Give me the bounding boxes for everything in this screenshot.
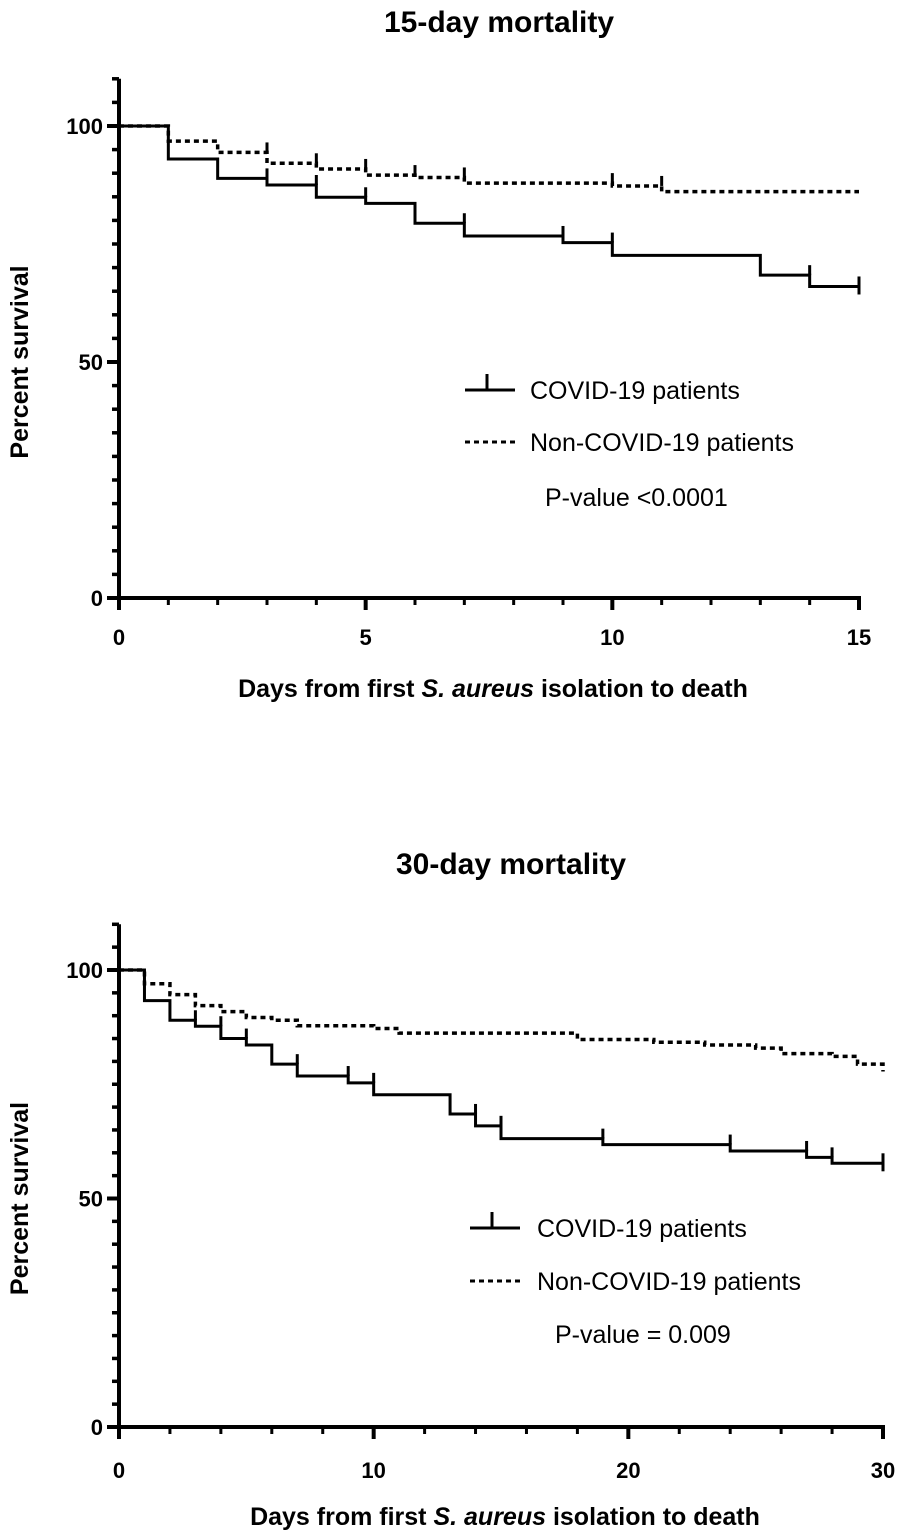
x-axis-label-part: Days from first — [238, 675, 421, 703]
x-axis-label-part: Days from first — [250, 1503, 433, 1531]
legend-label: COVID-19 patients — [537, 1215, 747, 1243]
y-tick-label: 50 — [79, 1187, 103, 1212]
x-tick-label: 15 — [847, 625, 871, 650]
y-tick-label: 0 — [91, 586, 103, 611]
legend-label: Non-COVID-19 patients — [537, 1268, 801, 1296]
x-tick-label: 10 — [361, 1458, 385, 1483]
x-axis-label: Days from first S. aureus isolation to d… — [238, 675, 748, 703]
x-axis-label-part: isolation to death — [546, 1503, 760, 1531]
legend-solid-line-icon — [470, 1212, 520, 1230]
series-line-non-covid — [119, 968, 885, 1072]
y-axis-label: Percent survival — [6, 1102, 34, 1295]
x-tick-label: 20 — [616, 1458, 640, 1483]
x-axis-label-part: isolation to death — [534, 675, 748, 703]
chart-panel-1: 15-day mortality 0 50 100 Percent survival 0 5… — [6, 6, 871, 703]
y-tick-label: 100 — [66, 958, 103, 983]
p-value-annotation: P-value <0.0001 — [545, 484, 728, 512]
x-tick-label: 0 — [113, 1458, 125, 1483]
chart-title: 30-day mortality — [396, 848, 626, 881]
x-tick-label: 0 — [113, 625, 125, 650]
p-value-annotation: P-value = 0.009 — [555, 1321, 731, 1349]
x-tick-label: 5 — [360, 625, 372, 650]
x-tick-label: 10 — [600, 625, 624, 650]
series-line-non-covid — [119, 124, 859, 194]
y-tick-label: 100 — [66, 114, 103, 139]
legend-label: COVID-19 patients — [530, 377, 740, 405]
x-axis-label-part: S. aureus — [421, 675, 534, 703]
series-line-covid — [119, 968, 883, 1165]
x-tick-label: 30 — [871, 1458, 895, 1483]
series-line-covid — [119, 124, 859, 288]
legend-label: Non-COVID-19 patients — [530, 429, 794, 457]
chart-title: 15-day mortality — [384, 6, 614, 39]
x-axis-label: Days from first S. aureus isolation to d… — [250, 1503, 760, 1531]
y-tick-label: 50 — [79, 350, 103, 375]
legend-solid-line-icon — [465, 374, 515, 392]
y-tick-label: 0 — [91, 1415, 103, 1440]
chart-panel-2: 30-day mortality 0 50 100 Percent survival 0 1… — [6, 848, 895, 1531]
y-axis-label: Percent survival — [6, 265, 34, 458]
x-axis-label-part: S. aureus — [433, 1503, 546, 1531]
